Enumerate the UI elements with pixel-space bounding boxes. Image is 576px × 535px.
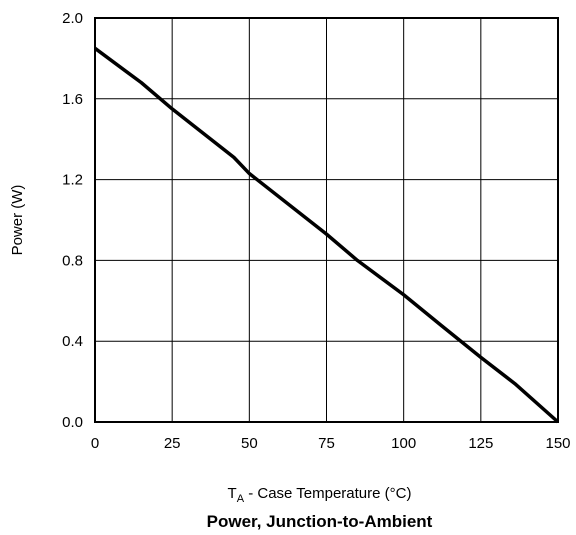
x-tick-label: 75 [318,435,335,452]
x-tick-label: 0 [91,435,99,452]
x-axis-title: TA - Case Temperature (°C) [228,485,412,505]
x-tick-label: 125 [468,435,493,452]
series-line [93,46,560,424]
x-axis-title-text: - Case Temperature (°C) [244,485,411,502]
x-axis-title-symbol: T [228,485,237,502]
y-tick-label: 0.4 [62,333,83,350]
x-axis-title-subscript: A [237,493,245,505]
y-tick-label: 2.0 [62,10,83,27]
y-axis-title: Power (W) [9,185,26,256]
series-layer [93,46,560,424]
y-tick-label: 0.8 [62,252,83,269]
y-tick-label: 0.0 [62,414,83,431]
y-tick-label: 1.2 [62,172,83,189]
x-tick-label: 150 [545,435,570,452]
grid [95,18,558,422]
chart-title: Power, Junction-to-Ambient [207,512,433,531]
plot-frame [94,17,559,423]
x-tick-label: 25 [164,435,181,452]
x-tick-label: 100 [391,435,416,452]
x-axis-ticks: 0 25 50 75 100 125 150 [91,435,571,452]
x-tick-label: 50 [241,435,258,452]
y-tick-label: 1.6 [62,91,83,108]
y-axis-ticks: 0.0 0.4 0.8 1.2 1.6 2.0 [62,10,83,431]
